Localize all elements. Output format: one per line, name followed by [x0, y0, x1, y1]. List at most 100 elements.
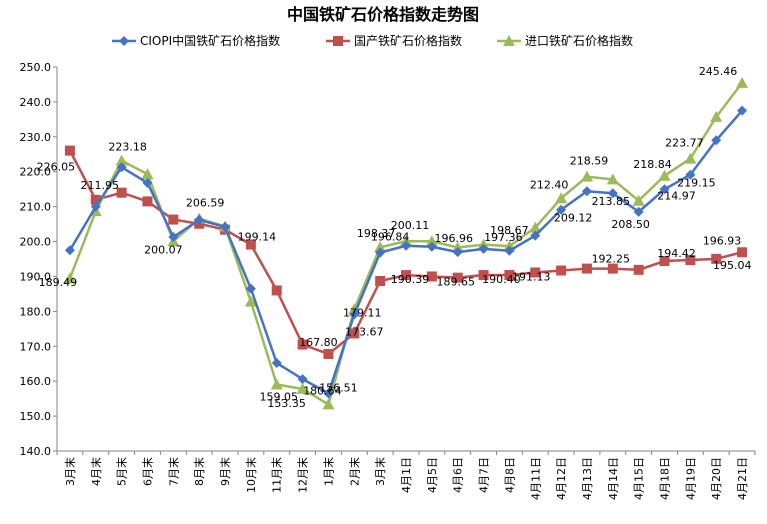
y-tick-label: 190.0: [20, 270, 52, 283]
data-label: 192.25: [592, 253, 631, 266]
data-point: [633, 206, 644, 217]
data-point: [349, 309, 360, 320]
x-tick-label: 3月末: [63, 457, 77, 486]
data-point: [90, 201, 101, 212]
y-tick-label: 140.0: [20, 445, 52, 458]
legend-marker: [333, 36, 343, 46]
data-point: [659, 184, 670, 195]
series-1: [64, 145, 748, 359]
data-point: [736, 76, 749, 88]
x-tick-label: 11月末: [270, 457, 284, 493]
y-tick-label: 230.0: [20, 131, 52, 144]
legend-item-1: 国产铁矿石价格指数: [326, 33, 462, 48]
data-label: 167.80: [299, 336, 338, 349]
data-point: [425, 235, 438, 247]
data-point: [348, 303, 361, 315]
x-tick-label: 4月20日: [710, 457, 723, 500]
data-labels: 156.51 179.11 196.84 196.96 197.36 209.12 213.…: [37, 65, 752, 410]
data-label: 219.15: [677, 177, 716, 190]
y-tick-label: 240.0: [20, 96, 52, 109]
y-tick-label: 210.0: [20, 201, 52, 214]
data-point: [116, 162, 127, 173]
data-point: [710, 110, 723, 122]
data-label: 156.51: [319, 381, 358, 394]
x-tick-label: 10月末: [244, 457, 258, 493]
data-label: 214.97: [657, 189, 696, 202]
legend-label: CIOPI中国铁矿石价格指数: [140, 33, 280, 48]
data-point: [323, 348, 334, 359]
legend-label: 国产铁矿石价格指数: [354, 33, 462, 48]
data-point: [685, 169, 696, 180]
data-label: 223.18: [108, 141, 147, 154]
data-point: [401, 270, 411, 281]
x-tick-label: 4月1日: [400, 457, 413, 493]
data-label: 218.84: [633, 158, 672, 171]
x-tick-label: 1月末: [321, 457, 335, 486]
y-tick-label: 170.0: [20, 340, 52, 353]
data-point: [478, 243, 489, 254]
data-label: 245.46: [699, 65, 738, 78]
data-point: [90, 194, 101, 205]
data-point: [297, 339, 308, 350]
data-point: [711, 253, 722, 264]
data-point: [530, 230, 541, 241]
x-tick-label: 4月12日: [555, 457, 568, 500]
data-point: [658, 169, 671, 181]
data-point: [401, 240, 411, 251]
data-point: [245, 283, 256, 294]
x-tick-label: 4月6日: [452, 457, 465, 493]
data-point: [659, 256, 670, 267]
legend: CIOPI中国铁矿石价格指数 国产铁矿石价格指数 进口铁矿石价格指数: [112, 33, 633, 48]
data-label: 153.35: [267, 397, 306, 410]
x-tick-label: 8月末: [192, 457, 206, 486]
y-tick-label: 150.0: [20, 410, 52, 423]
data-label: 206.59: [186, 197, 225, 210]
data-point: [168, 232, 179, 243]
data-point: [737, 247, 748, 258]
data-point: [452, 272, 463, 283]
data-point: [581, 263, 592, 274]
x-tick-label: 3月末: [373, 457, 387, 486]
x-tick-label: 4月21日: [736, 457, 749, 500]
data-label: 199.14: [238, 231, 277, 244]
data-point: [168, 214, 179, 225]
legend-marker: [503, 35, 515, 46]
data-point: [374, 241, 387, 253]
data-label: 200.11: [391, 219, 430, 232]
x-tick-label: 12月末: [296, 457, 310, 493]
y-tick-label: 220.0: [20, 166, 52, 179]
x-tick-label: 7月末: [166, 457, 180, 486]
data-point: [64, 245, 75, 256]
y-tick-label: 160.0: [20, 375, 52, 388]
series-layer: [63, 76, 749, 410]
data-label: 194.42: [657, 247, 696, 260]
data-label: 197.36: [484, 231, 523, 244]
data-point: [142, 196, 153, 207]
data-label: 190.40: [482, 273, 521, 286]
data-point: [271, 285, 282, 296]
data-point: [426, 241, 437, 252]
data-label: 198.67: [490, 224, 529, 237]
data-point: [244, 295, 257, 307]
data-label: 173.67: [345, 325, 384, 338]
data-point: [530, 267, 541, 278]
data-point: [322, 398, 335, 410]
x-tick-label: 4月18日: [659, 457, 672, 500]
chart-title: 中国铁矿石价格指数走势图: [287, 5, 479, 24]
data-point: [375, 275, 386, 286]
series-0: [64, 105, 748, 399]
data-point: [426, 271, 437, 282]
x-tick-label: 9月末: [218, 457, 232, 486]
legend-item-0: CIOPI中国铁矿石价格指数: [112, 33, 280, 48]
data-label: 189.49: [39, 276, 78, 289]
data-point: [737, 105, 748, 116]
data-point: [245, 239, 256, 250]
x-tick-label: 4月7日: [478, 457, 491, 493]
data-label: 198.37: [357, 227, 396, 240]
data-point: [452, 247, 463, 258]
data-point: [684, 152, 697, 164]
data-point: [141, 168, 154, 180]
data-label: 208.50: [611, 218, 650, 231]
x-tick-label: 4月5日: [426, 457, 439, 493]
